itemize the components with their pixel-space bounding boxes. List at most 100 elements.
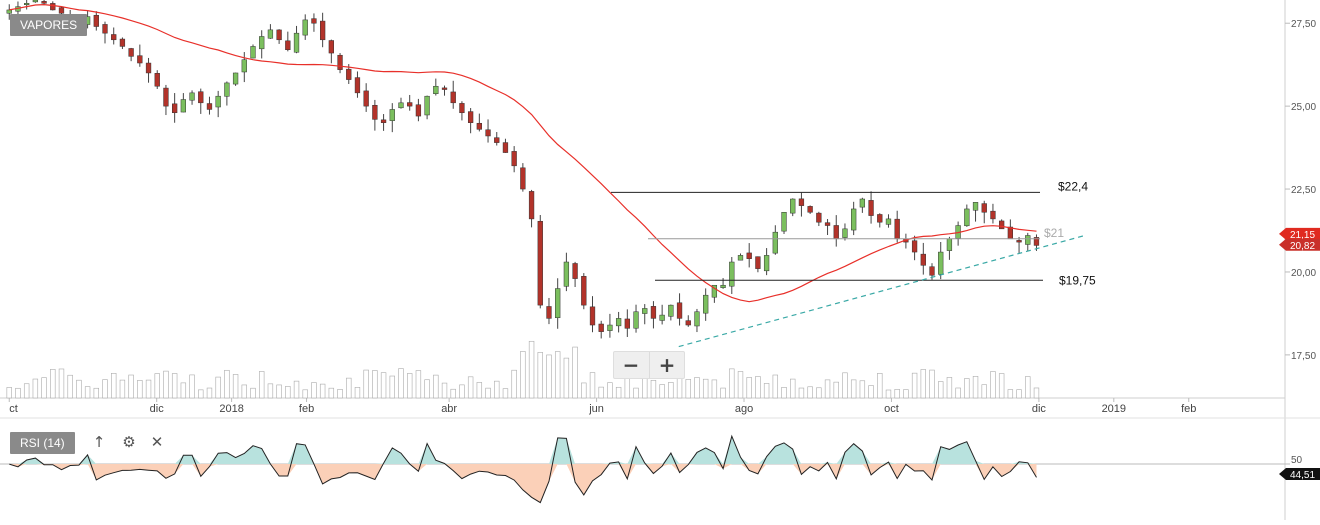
candle-body — [711, 284, 718, 298]
candle-body — [441, 87, 448, 90]
candle-body — [6, 9, 12, 14]
volume-bar — [250, 387, 256, 399]
volume-bar — [241, 384, 247, 399]
volume-bar — [102, 379, 108, 399]
candle-body — [163, 87, 169, 107]
volume-bar — [911, 372, 918, 399]
candle-body — [781, 212, 787, 232]
volume-bar — [990, 371, 996, 399]
volume-bar — [685, 379, 691, 399]
volume-bar — [128, 374, 134, 399]
volume-bar — [154, 373, 160, 399]
candle-body — [763, 255, 770, 272]
candle-body — [467, 111, 474, 123]
candle-body — [859, 198, 866, 208]
volume-bar — [485, 387, 491, 399]
y-tick-label: 20,00 — [1291, 268, 1316, 279]
candle-body — [285, 40, 291, 50]
volume-bar — [441, 382, 448, 399]
candles — [6, 0, 1040, 339]
candle-body — [328, 40, 334, 54]
volume-bar — [807, 386, 813, 399]
volume-bar — [93, 387, 99, 399]
candle-body — [981, 203, 987, 213]
candle-body — [24, 3, 30, 5]
candle-body — [877, 214, 883, 223]
candle-body — [380, 119, 387, 123]
rsi-line — [9, 434, 1037, 504]
volume-bar — [372, 370, 378, 399]
candle-body — [546, 306, 552, 319]
volume-bar — [702, 378, 709, 399]
volume-bar — [415, 370, 422, 399]
volume-bar — [790, 378, 796, 399]
volume-bar — [145, 379, 152, 399]
candle-body — [790, 198, 796, 214]
candle-body — [459, 103, 465, 114]
candle-body — [615, 318, 622, 327]
candle-body — [41, 1, 47, 4]
arrow-up-icon[interactable]: ↑ — [92, 433, 106, 451]
candle-body — [502, 142, 509, 153]
candle-body — [450, 91, 456, 104]
volume-bar — [337, 389, 343, 399]
volume-bar — [494, 380, 500, 399]
volume-bar — [537, 352, 543, 399]
candle-body — [424, 95, 430, 116]
candle-body — [415, 104, 422, 117]
candle-body — [676, 302, 683, 319]
candle-body — [372, 104, 378, 120]
volume-bar — [563, 357, 570, 399]
volume-bar — [650, 379, 657, 399]
candle-body — [354, 77, 361, 94]
level-label: $22,4 — [1058, 179, 1088, 193]
level-label: $19,75 — [1059, 273, 1096, 287]
candle-body — [346, 68, 352, 80]
volume-bar — [380, 372, 387, 399]
volume-bar — [224, 369, 230, 399]
volume-bar — [868, 385, 874, 399]
zoom-in-button[interactable]: + — [649, 352, 684, 378]
candle-body — [102, 24, 108, 34]
volume-bar — [476, 382, 483, 399]
volume-bar — [528, 340, 535, 399]
volume-bar — [711, 379, 718, 399]
price-badge-shape — [1279, 227, 1320, 240]
volume-bar — [850, 379, 857, 399]
price-badge-label: 20,82 — [1290, 241, 1315, 252]
y-tick-label: 17,50 — [1291, 351, 1316, 362]
candle-body — [1025, 235, 1031, 245]
rsi-value-badge: 44,51 — [1279, 468, 1320, 481]
volume-bar — [920, 369, 926, 399]
close-icon[interactable]: ✕ — [150, 433, 164, 451]
volume-bar — [946, 377, 953, 399]
rsi-badge-shape — [1279, 468, 1320, 480]
x-tick-label: 2019 — [1102, 403, 1126, 415]
volume-bar — [1025, 376, 1031, 399]
volume-bar — [964, 378, 970, 399]
volume-bar — [520, 351, 526, 399]
candle-body — [929, 266, 935, 276]
candle-body — [232, 72, 239, 85]
volume-bar — [398, 368, 404, 399]
volume-bar — [972, 376, 979, 399]
volume-bar — [633, 387, 639, 399]
candle-body — [224, 82, 230, 97]
gear-icon[interactable]: ⚙ — [122, 433, 136, 451]
candle-body — [911, 240, 918, 253]
volume-bar — [84, 386, 91, 399]
volume-bar — [67, 374, 73, 399]
zoom-out-button[interactable]: − — [622, 353, 640, 377]
volume-bar — [206, 387, 213, 399]
x-tick-label: dic — [150, 403, 165, 415]
candle-body — [807, 206, 813, 213]
candle-body — [833, 225, 839, 240]
volume-bar — [737, 371, 744, 399]
x-tick-label: abr — [441, 403, 457, 415]
candle-body — [920, 253, 926, 266]
price-badge: 20,82 — [1279, 238, 1320, 252]
volume-bar — [833, 381, 839, 399]
candle-body — [650, 306, 657, 319]
